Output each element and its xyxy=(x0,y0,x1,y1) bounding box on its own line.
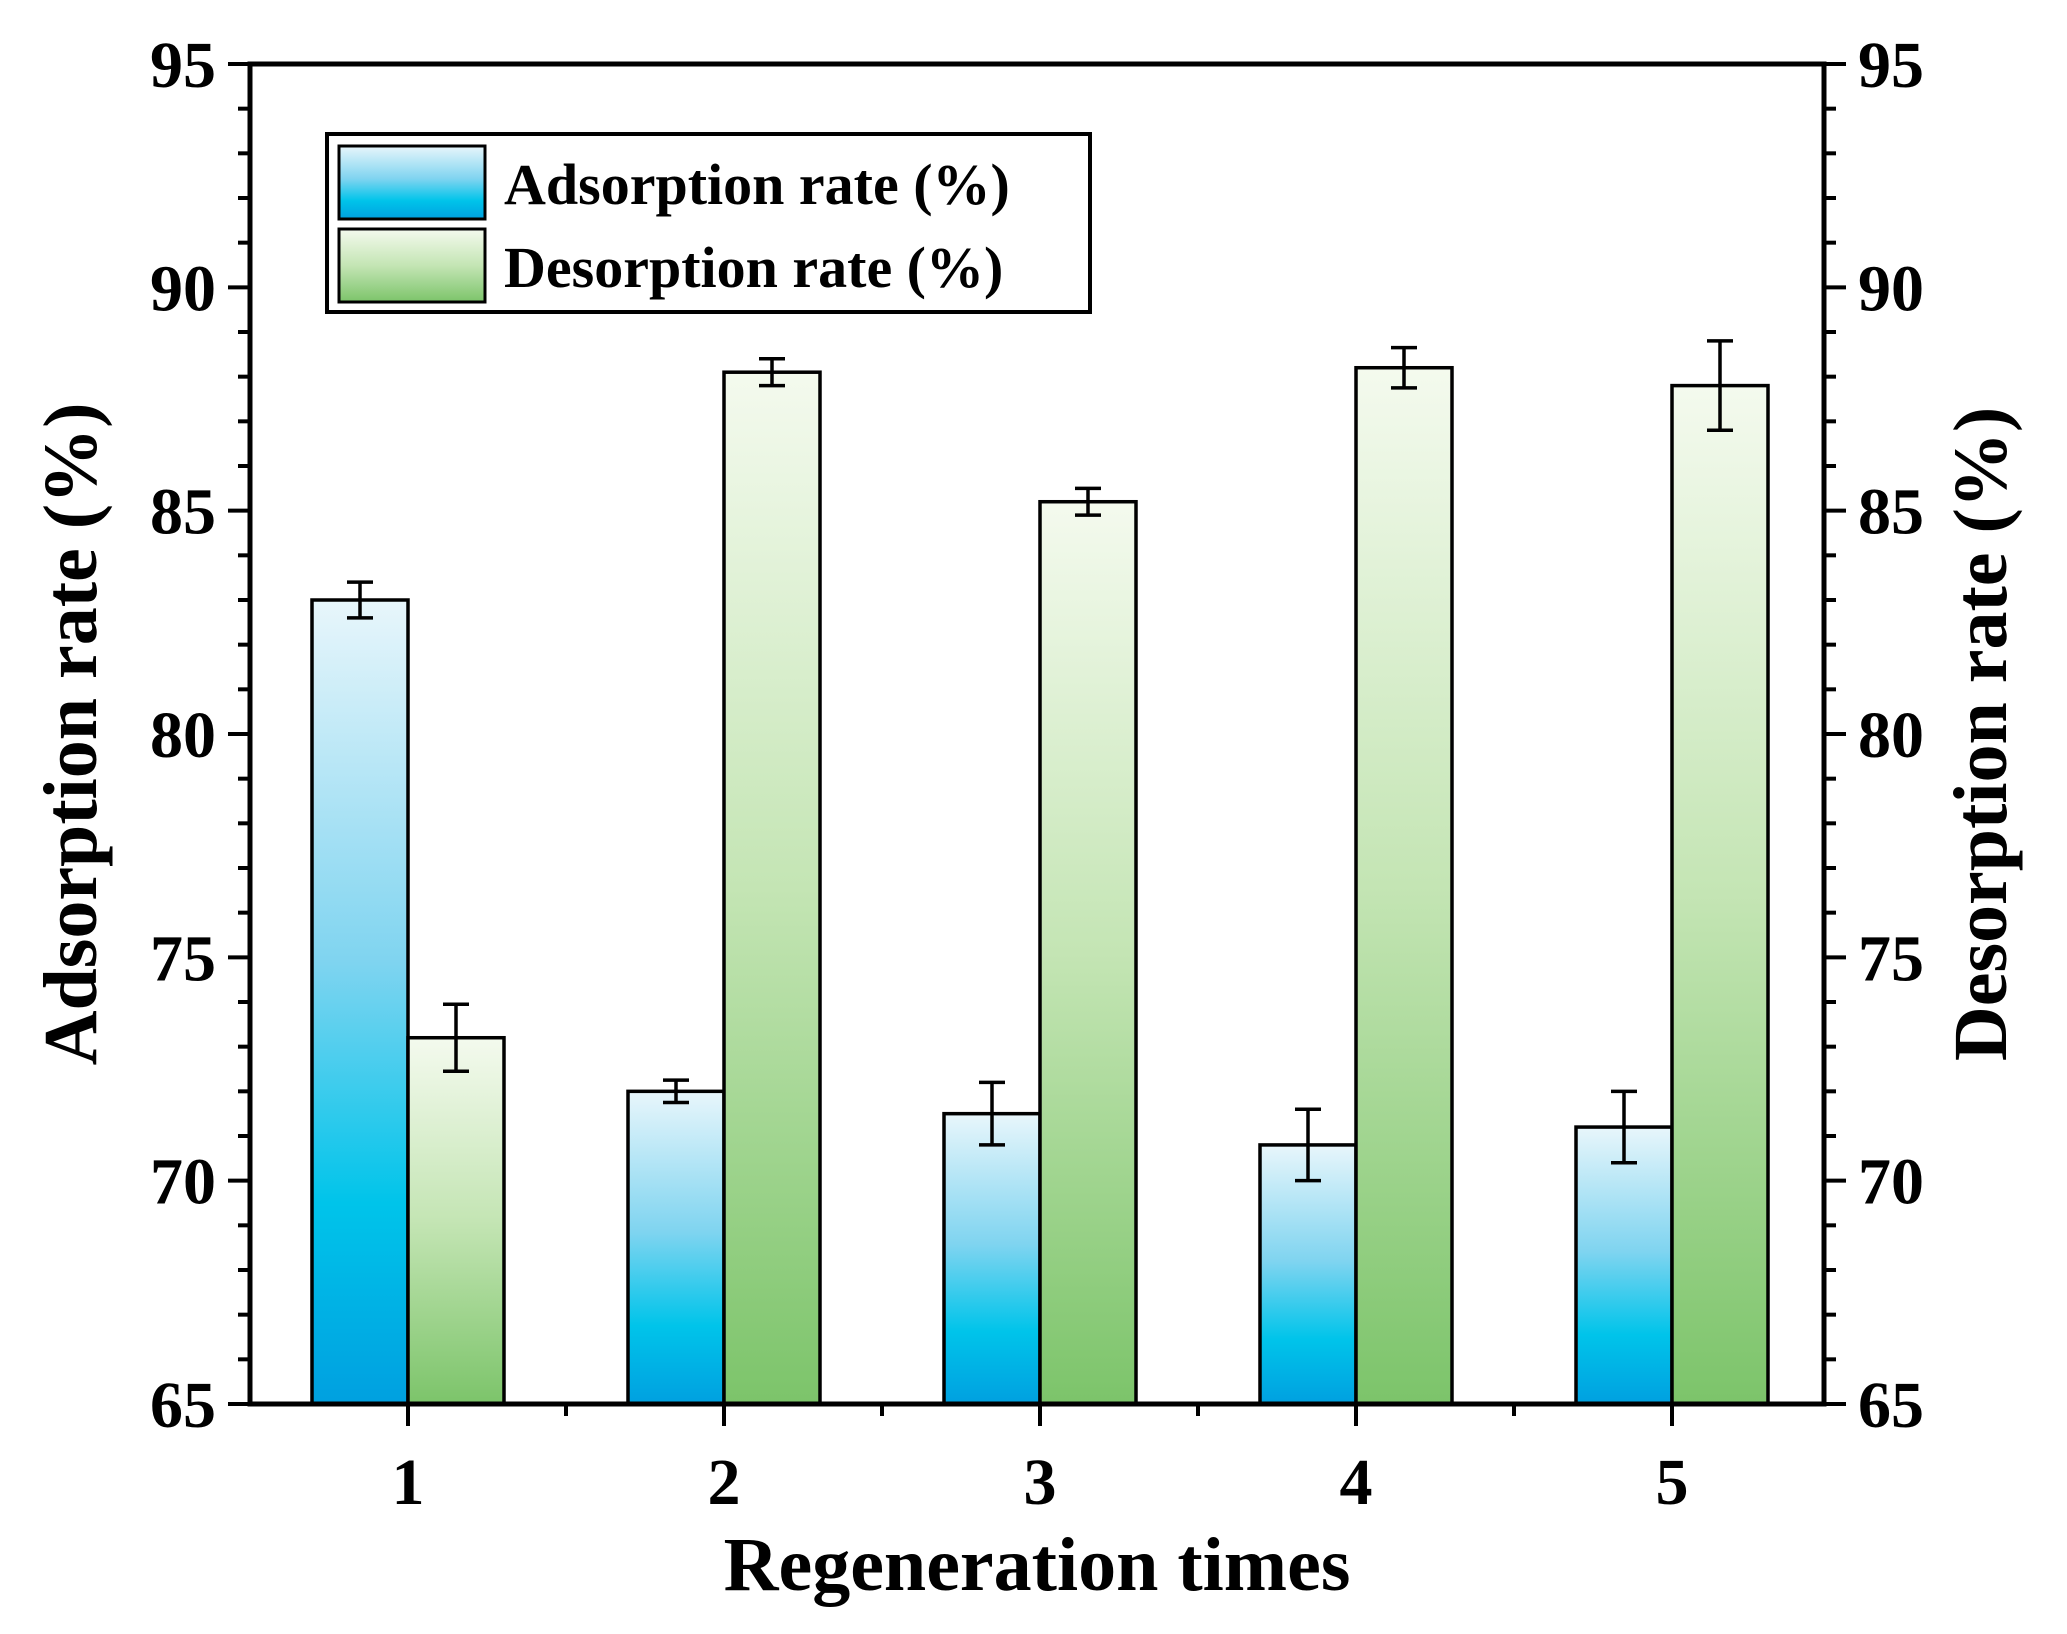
adsorption-bar-5 xyxy=(1574,1125,1674,1406)
legend: Adsorption rate (%) Desorption rate (%) xyxy=(325,132,1092,314)
x-axis-title: Regeneration times xyxy=(724,1523,1351,1607)
left-axis-title: Adsorption rate (%) xyxy=(29,403,113,1066)
left-tick-label: 70 xyxy=(150,1146,216,1219)
left-axis: 65 70 75 80 85 90 95 xyxy=(150,29,250,1442)
left-tick-label: 80 xyxy=(150,699,216,772)
desorption-error-bar-2 xyxy=(759,357,785,388)
right-tick-label: 90 xyxy=(1858,252,1924,325)
x-tick-label-1: 1 xyxy=(392,1446,425,1519)
right-tick-label: 80 xyxy=(1858,699,1924,772)
left-tick-label: 85 xyxy=(150,476,216,549)
adsorption-bar-2 xyxy=(626,1089,726,1406)
right-axis: 65 70 75 80 85 90 95 xyxy=(1824,29,1924,1442)
desorption-error-bar-4 xyxy=(1391,345,1417,390)
legend-swatch-desorption xyxy=(337,227,487,304)
legend-label-adsorption: Adsorption rate (%) xyxy=(504,152,1010,217)
desorption-bar-1 xyxy=(406,1035,506,1406)
right-tick-label: 85 xyxy=(1858,476,1924,549)
legend-swatch-adsorption xyxy=(337,144,487,221)
right-tick-label: 75 xyxy=(1858,922,1924,995)
desorption-bar-4 xyxy=(1354,365,1454,1406)
x-tick-label-3: 3 xyxy=(1024,1446,1057,1519)
left-tick-label: 65 xyxy=(150,1369,216,1442)
right-tick-label: 70 xyxy=(1858,1146,1924,1219)
right-tick-label: 95 xyxy=(1858,29,1924,102)
left-tick-label: 95 xyxy=(150,29,216,102)
desorption-bar-5 xyxy=(1670,383,1770,1406)
adsorption-error-bar-2 xyxy=(663,1078,689,1105)
desorption-error-bar-5 xyxy=(1707,339,1733,433)
desorption-error-bar-1 xyxy=(443,1002,469,1073)
right-axis-title: Desorption rate (%) xyxy=(1939,407,2023,1061)
left-tick-label: 75 xyxy=(150,922,216,995)
adsorption-error-bar-1 xyxy=(347,580,373,620)
bars-group xyxy=(310,365,1770,1406)
left-tick-label: 90 xyxy=(150,252,216,325)
adsorption-error-bar-4 xyxy=(1295,1107,1321,1183)
desorption-bar-2 xyxy=(722,370,822,1406)
x-tick-label-5: 5 xyxy=(1656,1446,1689,1519)
error-bars-group xyxy=(347,339,1733,1183)
legend-label-desorption: Desorption rate (%) xyxy=(504,235,1003,300)
adsorption-error-bar-5 xyxy=(1611,1089,1637,1165)
adsorption-error-bar-3 xyxy=(979,1080,1005,1147)
desorption-error-bar-3 xyxy=(1075,486,1101,517)
adsorption-bar-3 xyxy=(942,1111,1042,1406)
x-axis: 1 2 3 4 5 xyxy=(392,1404,1689,1519)
x-tick-label-4: 4 xyxy=(1340,1446,1373,1519)
desorption-bar-3 xyxy=(1038,499,1138,1406)
x-tick-label-2: 2 xyxy=(708,1446,741,1519)
adsorption-bar-4 xyxy=(1258,1143,1358,1406)
adsorption-bar-1 xyxy=(310,598,410,1406)
right-tick-label: 65 xyxy=(1858,1369,1924,1442)
